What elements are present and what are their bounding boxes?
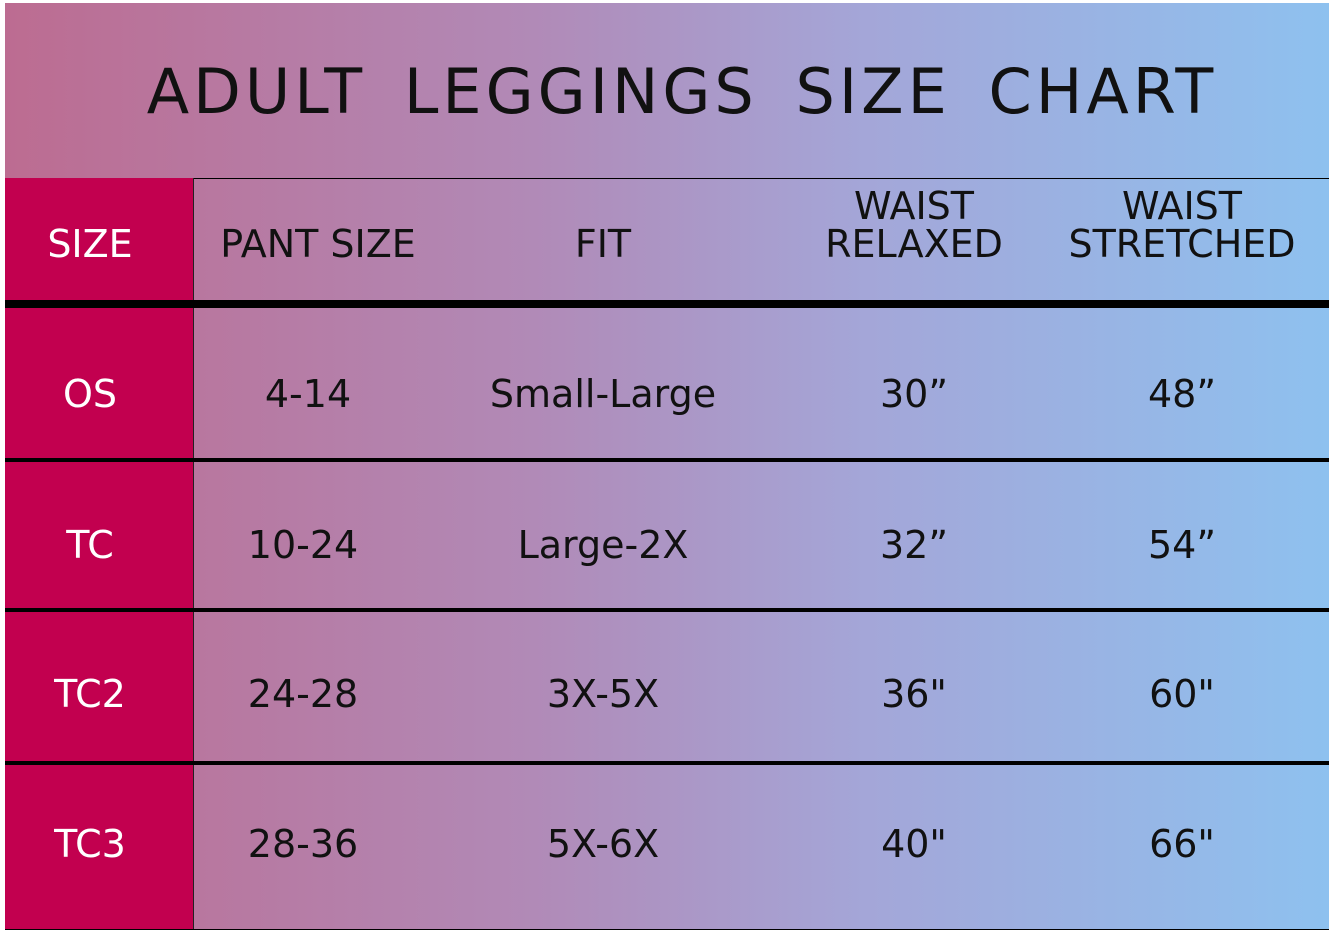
cell-waist-relaxed: 32” bbox=[879, 523, 949, 567]
header-waist-relaxed-line2: RELAXED bbox=[825, 222, 1003, 266]
row-divider bbox=[5, 608, 1329, 612]
cell-size: OS bbox=[62, 372, 118, 416]
cell-fit: 5X-6X bbox=[546, 822, 660, 866]
row-divider bbox=[5, 458, 1329, 462]
cell-waist-stretched: 66" bbox=[1149, 822, 1215, 866]
header-size: SIZE bbox=[47, 222, 133, 266]
cell-waist-relaxed: 30” bbox=[879, 372, 949, 416]
header-waist-stretched-line2: STRETCHED bbox=[1068, 222, 1296, 266]
column-divider bbox=[193, 178, 194, 929]
header-divider bbox=[5, 300, 1329, 308]
header-waist-relaxed: WAIST RELAXED bbox=[825, 187, 1003, 263]
size-chart: ADULT LEGGINGS SIZE CHART SIZE PANT SIZE… bbox=[5, 3, 1329, 930]
cell-fit: Small-Large bbox=[489, 372, 717, 416]
header-waist-stretched-line1: WAIST bbox=[1121, 184, 1243, 228]
header-fit: FIT bbox=[574, 222, 632, 266]
header-waist-stretched: WAIST STRETCHED bbox=[1068, 187, 1295, 263]
header-pant-size: PANT SIZE bbox=[220, 222, 416, 266]
table-top-border bbox=[5, 178, 1329, 179]
cell-size: TC bbox=[66, 523, 114, 567]
cell-waist-stretched: 48” bbox=[1147, 372, 1217, 416]
cell-fit: Large-2X bbox=[517, 523, 689, 567]
cell-size: TC2 bbox=[54, 672, 126, 716]
cell-pant-size: 10-24 bbox=[247, 523, 359, 567]
cell-pant-size: 24-28 bbox=[247, 672, 359, 716]
cell-pant-size: 4-14 bbox=[264, 372, 352, 416]
cell-waist-relaxed: 40" bbox=[881, 822, 947, 866]
header-waist-relaxed-line1: WAIST bbox=[853, 184, 975, 228]
cell-waist-relaxed: 36" bbox=[881, 672, 947, 716]
cell-waist-stretched: 54” bbox=[1147, 523, 1217, 567]
cell-pant-size: 28-36 bbox=[247, 822, 359, 866]
cell-size: TC3 bbox=[54, 822, 126, 866]
row-divider bbox=[5, 761, 1329, 765]
cell-fit: 3X-5X bbox=[546, 672, 660, 716]
chart-title: ADULT LEGGINGS SIZE CHART bbox=[146, 55, 1218, 128]
cell-waist-stretched: 60" bbox=[1149, 672, 1215, 716]
